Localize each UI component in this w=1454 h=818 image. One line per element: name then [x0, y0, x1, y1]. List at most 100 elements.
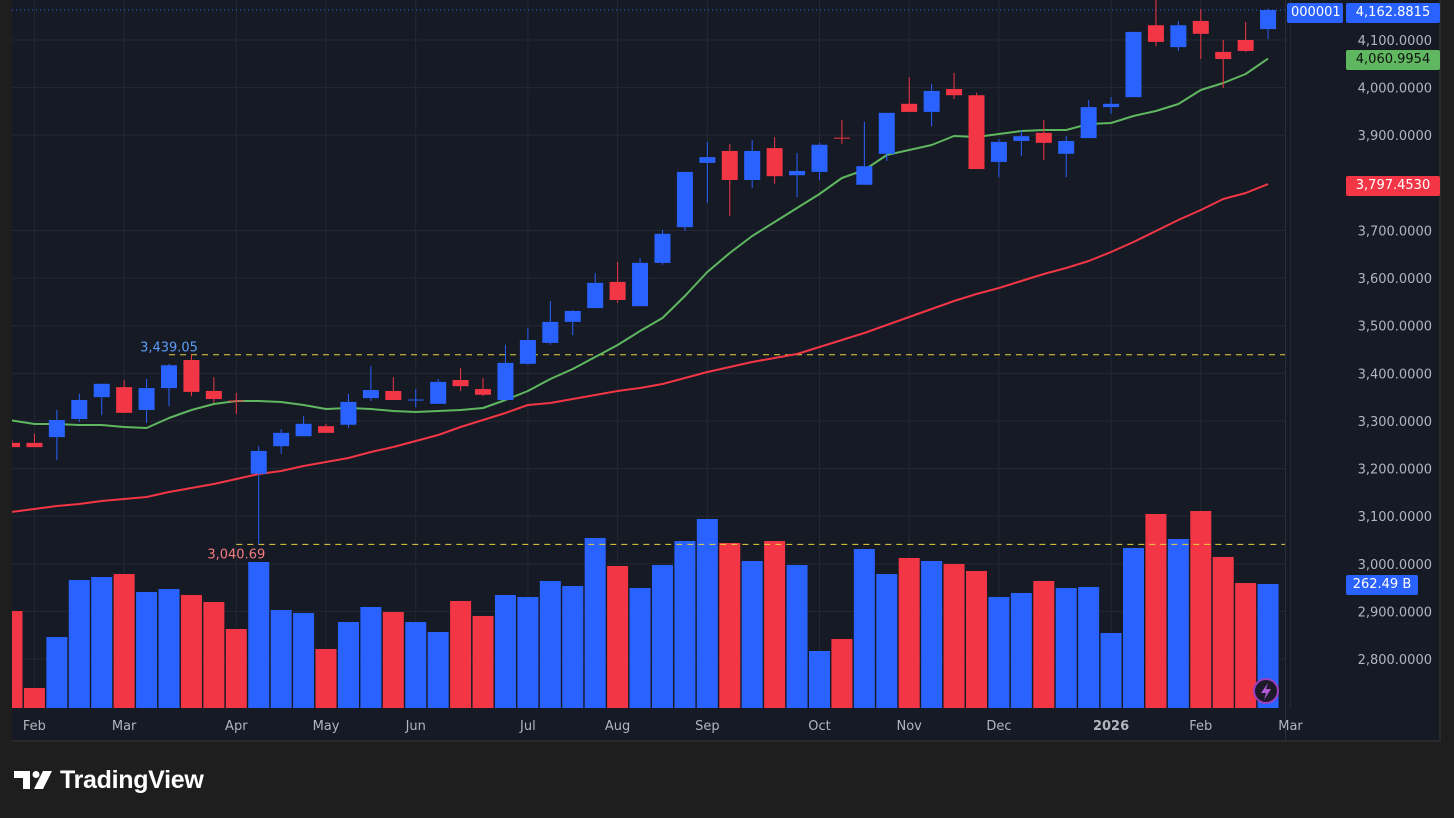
candle-body [12, 442, 20, 448]
volume-bar [1123, 548, 1144, 708]
moving-averages [12, 57, 1269, 513]
volume-bar [1212, 556, 1234, 708]
candle-body [362, 390, 379, 399]
price-axis[interactable]: 2,800.0000 2,900.0000 3,000.0000 3,100.0000… [1358, 34, 1432, 668]
level-label-high: 3,439.05 [140, 341, 198, 356]
volume-bar [225, 629, 247, 708]
candle-body [1237, 40, 1254, 51]
volume-bar [382, 612, 404, 708]
volume-bar [1257, 584, 1279, 708]
volume-bar [472, 615, 494, 708]
time-tick-label: Sep [695, 719, 720, 734]
candle-body [878, 112, 895, 154]
candle-body [116, 387, 133, 413]
lightning-icon[interactable] [1253, 678, 1279, 704]
candle-body [452, 380, 469, 387]
volume-bar [831, 638, 853, 708]
volume-bar [539, 580, 561, 708]
candle-body [1192, 20, 1209, 34]
candle-body [1260, 10, 1277, 30]
volume-bar [651, 565, 673, 708]
time-tick-label: Mar [1278, 719, 1303, 734]
time-tick-label: Dec [986, 719, 1011, 734]
candle-body [340, 401, 357, 425]
price-chart[interactable]: 3,439.05 3,040.69 2,800.0000 2,900.0000 3,0… [0, 0, 1454, 760]
candle-body [161, 365, 178, 389]
time-axis[interactable]: Feb Mar Apr May Jun Jul Aug Sep Oct Nov Dec 2026 Feb… [23, 719, 1304, 734]
candle-body [1103, 103, 1120, 108]
volume-bar [427, 631, 449, 708]
candle-body [1215, 51, 1232, 60]
candle-body [385, 390, 402, 400]
volume-bar [674, 541, 696, 708]
volume-bar [494, 595, 516, 708]
volume-bar [136, 591, 158, 708]
volume-bar [1235, 583, 1257, 708]
candle-body [609, 281, 626, 300]
volume-bar [68, 579, 90, 708]
tradingview-logo[interactable]: TradingView [14, 764, 204, 796]
volume-bar [91, 577, 113, 708]
price-tick-label: 3,600.0000 [1358, 272, 1432, 287]
brand-name: TradingView [60, 765, 204, 794]
volume-bar [270, 609, 292, 708]
candle-body [1125, 31, 1142, 98]
price-tick-label: 2,800.0000 [1358, 653, 1432, 668]
sma-long-line [12, 183, 1269, 513]
candle-body [497, 362, 514, 400]
volume-bar [315, 649, 337, 708]
volume-bar [876, 573, 898, 708]
tradingview-logo-icon [14, 771, 52, 789]
time-tick-label: Feb [1189, 719, 1212, 734]
candle-body [1170, 25, 1187, 48]
candle-body [789, 170, 806, 176]
price-tick-label: 3,000.0000 [1358, 558, 1432, 573]
sma-short-line [12, 57, 1269, 429]
candle-body [1058, 140, 1075, 154]
price-tick-label: 3,400.0000 [1358, 367, 1432, 382]
time-tick-label: Mar [112, 719, 137, 734]
time-tick-label: Jun [405, 719, 426, 734]
volume-bar [158, 589, 180, 708]
candle-body [901, 103, 918, 112]
volume-bar [1190, 511, 1212, 708]
price-tick-label: 3,500.0000 [1358, 320, 1432, 335]
volume-bar [405, 621, 427, 708]
candle-body [1035, 132, 1052, 143]
volume-bar [562, 585, 584, 708]
volume-bars [12, 511, 1279, 708]
price-tick-label: 4,000.0000 [1358, 82, 1432, 97]
symbol-tag: 000001 [1287, 3, 1343, 23]
volume-bar [1010, 592, 1032, 708]
candle-body [811, 144, 828, 172]
candle-body [48, 420, 65, 438]
candle-body [250, 450, 267, 474]
candle-body [138, 388, 155, 410]
candle-body [205, 390, 222, 400]
candle-body [519, 340, 536, 364]
candle-body [564, 310, 581, 322]
volume-bar [1100, 632, 1122, 708]
time-tick-label: Oct [808, 719, 830, 734]
candle-body [295, 423, 312, 437]
sma-long-tag: 3,797.4530 [1346, 176, 1440, 196]
volume-bar [23, 688, 45, 708]
candle-body [273, 432, 290, 447]
volume-bar [46, 637, 68, 708]
candle-body [542, 321, 559, 343]
volume-bar [113, 573, 135, 708]
volume-bar [337, 621, 359, 708]
volume-bar [203, 602, 225, 708]
volume-bar [1033, 580, 1055, 708]
time-tick-label: May [313, 719, 340, 734]
candle-body [430, 381, 447, 404]
time-tick-label: Nov [897, 719, 923, 734]
time-tick-label: 2026 [1093, 719, 1129, 734]
volume-bar [450, 601, 472, 708]
candle-body [676, 171, 693, 228]
candle-body [833, 137, 850, 139]
candle-body [721, 150, 738, 180]
candle-body [93, 383, 110, 398]
volume-bar [1078, 586, 1100, 708]
candle-body [183, 360, 200, 392]
